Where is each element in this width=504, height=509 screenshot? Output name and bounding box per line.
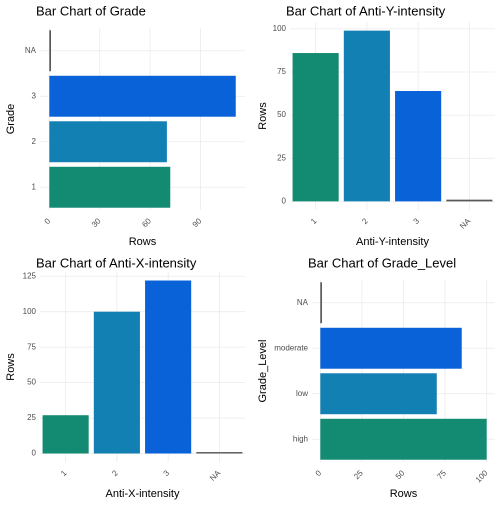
y-axis-label: Grade: [5, 104, 17, 135]
x-tick-label: NA: [458, 216, 473, 231]
y-tick-label: 100: [23, 307, 37, 316]
y-axis-label: Rows: [5, 353, 17, 381]
y-tick-label: NA: [25, 46, 37, 55]
bar: [292, 53, 339, 202]
y-tick-label: 50: [277, 110, 286, 119]
y-tick-label: 75: [27, 342, 36, 351]
y-tick-label: 2: [32, 137, 37, 146]
chart-title: Bar Chart of Anti-X-intensity: [36, 255, 197, 270]
x-tick-label: 1: [59, 468, 69, 478]
y-tick-label: 1: [32, 182, 37, 191]
y-tick-label: 0: [32, 449, 37, 458]
bar: [49, 75, 236, 117]
y-tick-label: moderate: [274, 343, 308, 352]
y-tick-label: low: [296, 389, 308, 398]
y-tick-label: high: [293, 434, 308, 443]
x-tick-label: 1: [309, 216, 319, 226]
x-tick-label: 90: [191, 216, 204, 229]
chart-title: Bar Chart of Grade: [36, 3, 146, 18]
x-tick-label: 3: [162, 468, 172, 478]
x-tick-label: 25: [352, 468, 365, 481]
x-tick-label: 100: [474, 468, 490, 484]
bar: [196, 452, 243, 454]
chart-title: Bar Chart of Anti-Y-intensity: [286, 3, 446, 18]
x-tick-label: 60: [140, 216, 153, 229]
x-tick-label: 2: [360, 216, 370, 226]
y-axis-label: Rows: [257, 102, 269, 130]
x-axis-label: Anti-Y-intensity: [356, 236, 429, 248]
bar: [343, 30, 390, 202]
x-tick-label: 30: [90, 216, 103, 229]
y-tick-label: 25: [277, 153, 286, 162]
x-axis-label: Rows: [390, 488, 418, 500]
bar: [145, 280, 192, 454]
bar: [49, 30, 52, 72]
x-axis-label: Rows: [129, 236, 157, 248]
bar: [320, 282, 322, 324]
y-tick-label: 3: [32, 91, 37, 100]
x-tick-label: 50: [394, 468, 407, 481]
bar: [42, 415, 89, 454]
bar: [49, 121, 167, 163]
x-tick-label: 0: [43, 216, 53, 226]
y-tick-label: 125: [23, 271, 37, 280]
y-tick-label: 50: [27, 378, 36, 387]
x-tick-label: NA: [208, 468, 223, 483]
bar: [446, 199, 493, 202]
bar: [395, 90, 442, 202]
x-tick-label: 3: [412, 216, 422, 226]
bar: [320, 327, 462, 369]
y-tick-label: 25: [27, 413, 36, 422]
x-axis-label: Anti-X-intensity: [106, 488, 180, 500]
x-tick-label: 0: [314, 468, 324, 478]
y-axis-label: Grade_Level: [257, 340, 269, 403]
y-tick-label: NA: [297, 298, 309, 307]
bar: [49, 166, 171, 208]
x-tick-label: 75: [435, 468, 448, 481]
x-tick-label: 2: [110, 468, 120, 478]
bar: [93, 311, 140, 454]
bar: [320, 373, 437, 415]
y-tick-label: 0: [282, 196, 287, 205]
bar: [320, 418, 487, 460]
y-tick-label: 75: [277, 67, 286, 76]
chart-title: Bar Chart of Grade_Level: [308, 255, 456, 270]
y-tick-label: 100: [273, 24, 287, 33]
